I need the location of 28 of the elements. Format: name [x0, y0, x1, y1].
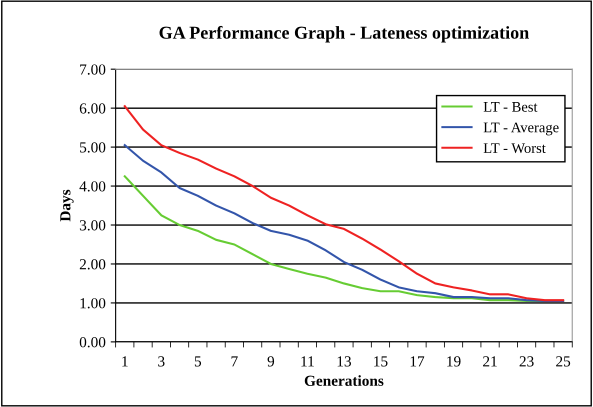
legend-label: LT - Average: [484, 122, 559, 136]
x-tick-label: 9: [268, 356, 274, 367]
y-tick-label: 5.00: [80, 142, 106, 153]
x-tick-label: 1: [122, 356, 128, 366]
x-tick-label: 5: [194, 356, 202, 367]
legend-label: LT - Worst: [484, 143, 546, 154]
y-tick-label: 0.00: [80, 337, 106, 348]
x-tick-label: 11: [301, 356, 314, 366]
y-axis-title: Days: [60, 190, 74, 222]
x-tick-label: 19: [447, 356, 461, 367]
x-tick-label: 15: [374, 356, 388, 367]
line-series: [124, 144, 564, 302]
x-axis-title: Generations: [304, 375, 384, 386]
x-tick-label: 21: [483, 356, 497, 366]
x-tick-label: 17: [410, 356, 424, 366]
x-tick-label: 13: [338, 356, 351, 367]
x-tick-label: 7: [232, 356, 238, 366]
y-tick-label: 3.00: [80, 220, 106, 231]
x-tick-label: 25: [556, 356, 570, 367]
y-tick-label: 6.00: [80, 103, 106, 114]
y-tick-label: 2.00: [80, 259, 106, 270]
y-tick-label: 4.00: [79, 181, 106, 192]
y-tick-label: 1.00: [80, 298, 106, 308]
y-tick-label: 7.00: [80, 64, 106, 75]
chart-title: GA Performance Graph - Lateness optimization: [160, 26, 529, 42]
x-tick-label: 3: [158, 356, 165, 367]
legend-label: LT - Best: [484, 102, 538, 112]
x-tick-label: 23: [520, 356, 534, 367]
